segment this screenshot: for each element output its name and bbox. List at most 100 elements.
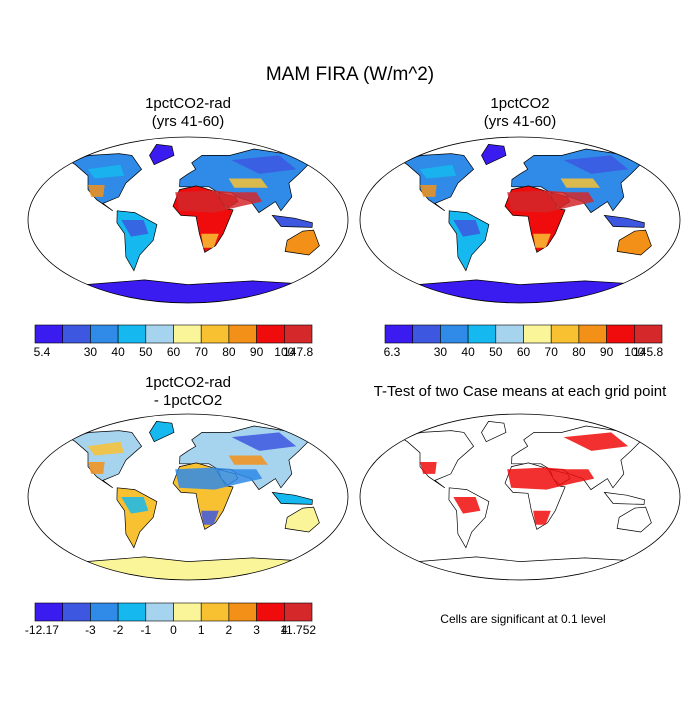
colorbar-box: [467, 324, 497, 344]
land: [271, 491, 313, 505]
colorbar-box: [200, 602, 230, 622]
field-patch: [563, 155, 629, 174]
colorbar-label: 1: [198, 623, 205, 637]
land: [448, 487, 490, 549]
field-patch: [228, 455, 268, 465]
note: Cells are significant at 0.1 level: [440, 612, 605, 626]
colorbar-box: [578, 324, 607, 344]
field-patch: [228, 178, 268, 188]
panel-title: T-Test of two Case means at each grid po…: [374, 383, 667, 400]
land: [284, 229, 320, 256]
colorbar-box: [606, 324, 635, 344]
panel-title: 1pctCO2: [490, 95, 549, 112]
colorbar-box: [90, 602, 119, 622]
colorbar-box: [173, 324, 202, 344]
land: [62, 556, 316, 580]
land: [603, 214, 645, 228]
land: [116, 210, 158, 272]
colorbar-label: 50: [139, 345, 153, 359]
panel-title: 1pctCO2-rad: [145, 95, 231, 112]
colorbar-box: [384, 324, 414, 344]
colorbar-label: 90: [250, 345, 264, 359]
field-patch: [533, 510, 551, 525]
panel-title: 1pctCO2-rad: [145, 374, 231, 391]
field-patch: [231, 432, 297, 451]
field-patch: [201, 510, 219, 525]
land: [149, 144, 175, 166]
colorbar-box: [495, 324, 524, 344]
land: [67, 153, 143, 212]
field-patch: [201, 233, 219, 248]
colorbar-label: 30: [84, 345, 98, 359]
colorbar-label: -12.17: [25, 623, 59, 637]
field-patch: [453, 220, 481, 237]
colorbar-label: -2: [113, 623, 124, 637]
colorbar-label: 100: [274, 345, 294, 359]
colorbar-box: [62, 324, 91, 344]
field-patch: [533, 233, 551, 248]
land: [149, 421, 175, 443]
field-patch: [175, 467, 263, 490]
colorbar-box: [550, 324, 580, 344]
field-patch: [507, 467, 595, 490]
map-border: [359, 413, 681, 581]
colorbar-label: 30: [434, 345, 448, 359]
field-patch: [420, 462, 437, 474]
colorbar-box: [34, 324, 64, 344]
land: [603, 491, 645, 505]
field-patch: [87, 441, 124, 456]
panel-title: - 1pctCO2: [154, 392, 222, 409]
colorbar-box: [62, 602, 91, 622]
colorbar-box: [412, 324, 441, 344]
map: [62, 144, 320, 303]
land: [284, 506, 320, 533]
colorbar-label: -1: [140, 623, 151, 637]
colorbar-box: [117, 602, 147, 622]
colorbar-label: 60: [167, 345, 181, 359]
panel-title: (yrs 41-60): [484, 113, 557, 130]
colorbar-label: 100: [624, 345, 644, 359]
land: [481, 144, 507, 166]
field-patch: [175, 190, 263, 213]
field-patch: [121, 220, 149, 237]
colorbar-box: [256, 602, 285, 622]
colorbar-box: [523, 324, 552, 344]
land: [448, 210, 490, 272]
colorbar-label: 11.752: [280, 623, 316, 637]
colorbar-label: 3: [253, 623, 260, 637]
colorbar-box: [117, 324, 147, 344]
colorbar-label: 80: [222, 345, 236, 359]
land: [394, 556, 648, 580]
land: [67, 430, 143, 489]
colorbar-box: [200, 324, 230, 344]
land: [616, 506, 652, 533]
colorbar-label: 70: [545, 345, 559, 359]
colorbar-label: 6.3: [384, 345, 401, 359]
colorbar-box: [173, 602, 202, 622]
colorbar-box: [34, 602, 64, 622]
colorbar-box: [228, 602, 257, 622]
field-patch: [420, 185, 437, 197]
field-patch: [88, 462, 105, 474]
map-border: [27, 413, 349, 581]
colorbar-label: -3: [85, 623, 96, 637]
colorbar-box: [228, 324, 257, 344]
colorbar-box: [145, 602, 174, 622]
colorbar-label: 70: [195, 345, 209, 359]
field-patch: [231, 155, 297, 174]
map: [394, 421, 652, 580]
land: [616, 229, 652, 256]
colorbar-label: 40: [461, 345, 475, 359]
field-patch: [453, 497, 481, 514]
figure-title: MAM FIRA (W/m^2): [266, 64, 434, 85]
map-border: [359, 136, 681, 304]
map: [62, 421, 320, 580]
land: [399, 153, 475, 212]
land: [394, 279, 648, 303]
colorbar-box: [283, 602, 313, 622]
colorbar-box: [90, 324, 119, 344]
field-patch: [88, 185, 105, 197]
field-patch: [563, 432, 629, 451]
colorbar-label: 60: [517, 345, 531, 359]
field-patch: [507, 190, 595, 213]
